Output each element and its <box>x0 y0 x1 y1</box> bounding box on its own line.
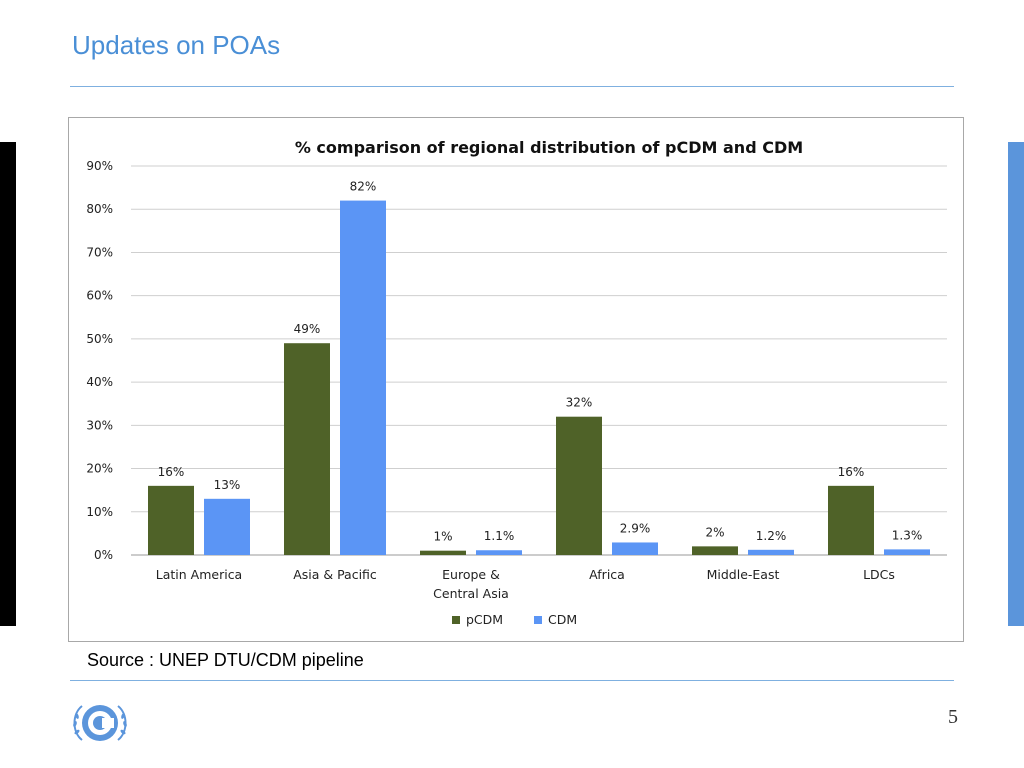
left-edge-bar <box>0 142 16 626</box>
legend-swatch-cdm <box>534 616 542 624</box>
y-tick-label: 70% <box>86 245 113 259</box>
y-tick-label: 40% <box>86 375 113 389</box>
data-label: 2% <box>705 525 724 539</box>
source-note: Source : UNEP DTU/CDM pipeline <box>87 650 364 670</box>
page-number: 5 <box>948 706 958 728</box>
x-tick-label: Latin America <box>156 567 242 582</box>
bottom-divider <box>70 680 954 681</box>
bar-cdm <box>340 200 386 556</box>
data-label: 13% <box>214 478 241 492</box>
legend-swatch-pcdm <box>452 616 460 624</box>
x-tick-label: Europe & Central Asia <box>433 567 509 601</box>
legend-label: CDM <box>548 612 577 627</box>
y-tick-label: 10% <box>86 505 113 519</box>
bar-pcdm <box>420 550 466 555</box>
data-label: 1.3% <box>892 528 923 542</box>
data-label: 1.2% <box>756 529 787 543</box>
data-label: 49% <box>294 322 321 336</box>
y-tick-label: 90% <box>86 159 113 173</box>
bar-pcdm <box>148 485 194 555</box>
bar-pcdm <box>828 485 874 555</box>
chart-frame: % comparison of regional distribution of… <box>68 117 964 642</box>
x-tick-label: LDCs <box>863 567 895 582</box>
bar-cdm <box>204 498 250 555</box>
right-edge-bar <box>1008 142 1024 626</box>
data-label: 32% <box>566 396 593 410</box>
top-divider <box>70 86 954 87</box>
x-tick-label: Africa <box>589 567 625 582</box>
y-tick-label: 0% <box>94 548 113 562</box>
y-tick-label: 60% <box>86 289 113 303</box>
y-tick-label: 20% <box>86 462 113 476</box>
bar-chart: % comparison of regional distribution of… <box>86 138 947 627</box>
x-tick-label: Asia & Pacific <box>293 567 377 582</box>
bar-cdm <box>884 549 930 555</box>
bar-pcdm <box>556 416 602 555</box>
data-label: 2.9% <box>620 521 651 535</box>
data-label: 16% <box>158 465 185 479</box>
bar-cdm <box>748 549 794 555</box>
y-tick-label: 80% <box>86 202 113 216</box>
data-label: 1% <box>433 530 452 544</box>
legend-label: pCDM <box>466 612 503 627</box>
data-label: 1.1% <box>484 529 515 543</box>
data-label: 82% <box>350 180 377 194</box>
bar-pcdm <box>692 546 738 555</box>
y-tick-label: 30% <box>86 418 113 432</box>
y-tick-label: 50% <box>86 332 113 346</box>
chart-title: % comparison of regional distribution of… <box>295 138 803 157</box>
bar-pcdm <box>284 343 330 555</box>
data-label: 16% <box>838 465 865 479</box>
x-tick-label: Middle-East <box>707 567 780 582</box>
bar-cdm <box>476 550 522 555</box>
bar-cdm <box>612 542 658 555</box>
unfccc-logo-icon <box>73 705 127 741</box>
slide-title: Updates on POAs <box>72 30 281 60</box>
